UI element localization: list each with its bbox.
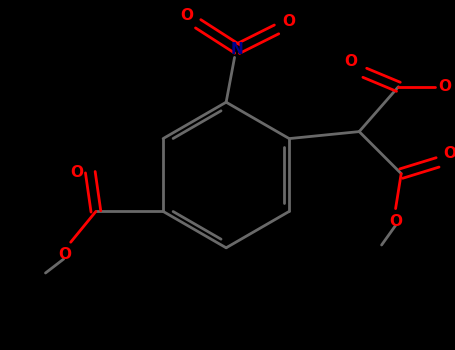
Text: O: O xyxy=(444,147,455,161)
Text: O: O xyxy=(344,54,357,69)
Text: O: O xyxy=(438,79,451,94)
Text: N: N xyxy=(231,42,244,56)
Text: O: O xyxy=(70,165,83,180)
Text: O: O xyxy=(181,8,193,23)
Text: O: O xyxy=(283,14,296,28)
Text: O: O xyxy=(389,214,402,229)
Text: O: O xyxy=(59,247,71,262)
